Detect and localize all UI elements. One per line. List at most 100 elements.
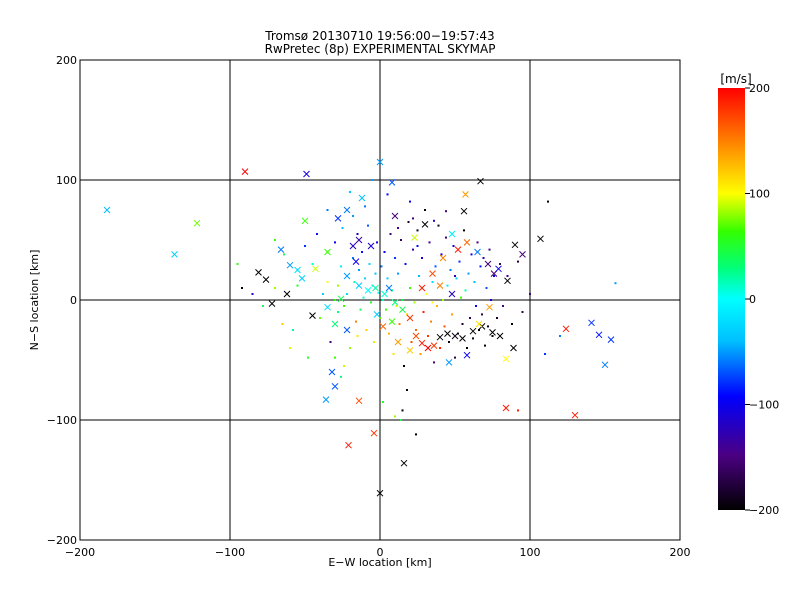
data-point-cross xyxy=(436,333,444,341)
data-point-cross xyxy=(283,290,291,298)
data-point-dot xyxy=(442,299,444,301)
data-point-cross xyxy=(477,177,484,185)
data-point-cross xyxy=(484,260,492,268)
data-point-cross xyxy=(510,344,517,352)
x-axis-label: E−W location [km] xyxy=(328,556,431,569)
data-point-cross xyxy=(379,323,387,330)
colorbar-gradient xyxy=(718,88,745,510)
data-point-dot xyxy=(421,257,423,259)
data-point-dot xyxy=(374,272,377,275)
data-point-dot xyxy=(371,179,374,181)
data-point-dot xyxy=(394,257,396,259)
data-point-cross xyxy=(171,251,178,258)
data-point-dot xyxy=(517,409,519,412)
data-point-cross xyxy=(475,320,483,328)
y-tick-label: −200 xyxy=(47,534,77,547)
data-point-cross xyxy=(595,331,603,339)
data-point-dot xyxy=(241,287,243,289)
colorbar-tick-label: −200 xyxy=(749,504,779,517)
data-point-cross xyxy=(255,269,262,276)
data-point-dot xyxy=(449,269,452,271)
data-point-cross xyxy=(444,330,451,337)
data-point-dot xyxy=(445,210,447,213)
data-point-dot xyxy=(389,233,392,235)
data-point-cross xyxy=(394,338,402,346)
data-point-dot xyxy=(283,253,285,256)
data-point-cross xyxy=(337,295,345,303)
data-point-dot xyxy=(359,308,362,311)
data-point-cross xyxy=(436,282,444,289)
data-point-dot xyxy=(476,241,479,244)
data-point-dot xyxy=(464,289,467,292)
data-point-cross xyxy=(312,265,319,273)
data-point-dot xyxy=(454,356,456,359)
data-point-dot xyxy=(358,269,360,271)
data-point-dot xyxy=(454,275,456,277)
data-point-dot xyxy=(445,236,447,239)
data-point-cross xyxy=(607,336,615,343)
data-point-dot xyxy=(559,335,561,337)
data-point-cross xyxy=(349,242,357,250)
data-point-dot xyxy=(367,224,369,227)
data-point-dot xyxy=(401,409,404,412)
data-point-dot xyxy=(337,311,339,313)
data-point-dot xyxy=(334,356,336,359)
data-point-cross xyxy=(301,217,309,225)
data-point-dot xyxy=(409,200,411,203)
data-point-dot xyxy=(467,272,470,275)
data-point-cross xyxy=(412,332,420,340)
colorbar-ticks: −200 −100 0 100 200 xyxy=(745,82,779,517)
data-point-dot xyxy=(482,257,485,259)
data-point-cross xyxy=(309,312,316,319)
colorbar-tick-label: 0 xyxy=(749,293,756,306)
data-point-dot xyxy=(388,332,390,335)
data-point-dot xyxy=(407,221,410,223)
data-point-dot xyxy=(343,305,345,307)
data-point-dot xyxy=(415,329,417,331)
data-point-dot xyxy=(544,353,546,355)
data-point-dot xyxy=(397,227,399,229)
y-tick-label: 100 xyxy=(56,174,77,187)
data-point-dot xyxy=(403,365,405,367)
data-point-dot xyxy=(307,356,309,359)
data-point-dot xyxy=(352,257,354,259)
data-point-cross xyxy=(460,207,468,215)
data-point-cross xyxy=(424,344,432,352)
data-point-dot xyxy=(236,263,239,265)
data-point-dot xyxy=(316,233,318,235)
data-point-dot xyxy=(412,217,414,220)
data-point-cross xyxy=(511,241,519,249)
data-point-cross xyxy=(373,311,381,318)
y-axis-ticks: −200 −100 0 100 200 xyxy=(47,54,680,547)
data-point-dot xyxy=(499,263,501,265)
data-point-dot xyxy=(274,239,276,241)
data-point-dot xyxy=(517,260,519,263)
data-point-cross xyxy=(352,258,360,265)
data-point-cross xyxy=(429,270,436,277)
data-point-cross xyxy=(448,290,456,298)
data-point-cross xyxy=(193,219,201,227)
data-point-cross xyxy=(241,168,249,175)
data-point-dot xyxy=(364,205,366,208)
data-point-cross xyxy=(463,351,471,359)
data-point-dot xyxy=(337,284,339,287)
data-point-dot xyxy=(251,293,254,295)
data-point-cross xyxy=(588,319,595,327)
data-point-dot xyxy=(436,305,438,307)
y-axis-label: N−S location [km] xyxy=(28,250,41,351)
data-point-dot xyxy=(343,365,345,367)
data-point-dot xyxy=(481,313,483,316)
data-point-cross xyxy=(355,397,363,405)
data-point-dot xyxy=(475,305,477,307)
data-point-dot xyxy=(376,241,378,244)
data-point-cross xyxy=(406,347,414,354)
data-point-cross xyxy=(345,441,352,449)
data-point-dot xyxy=(262,305,264,307)
data-point-cross xyxy=(298,275,306,282)
data-point-dot xyxy=(410,341,413,343)
data-point-dot xyxy=(383,251,386,253)
data-point-cross xyxy=(103,206,111,214)
data-point-cross xyxy=(496,332,504,340)
data-point-cross xyxy=(486,303,493,311)
data-point-dot xyxy=(413,301,416,304)
